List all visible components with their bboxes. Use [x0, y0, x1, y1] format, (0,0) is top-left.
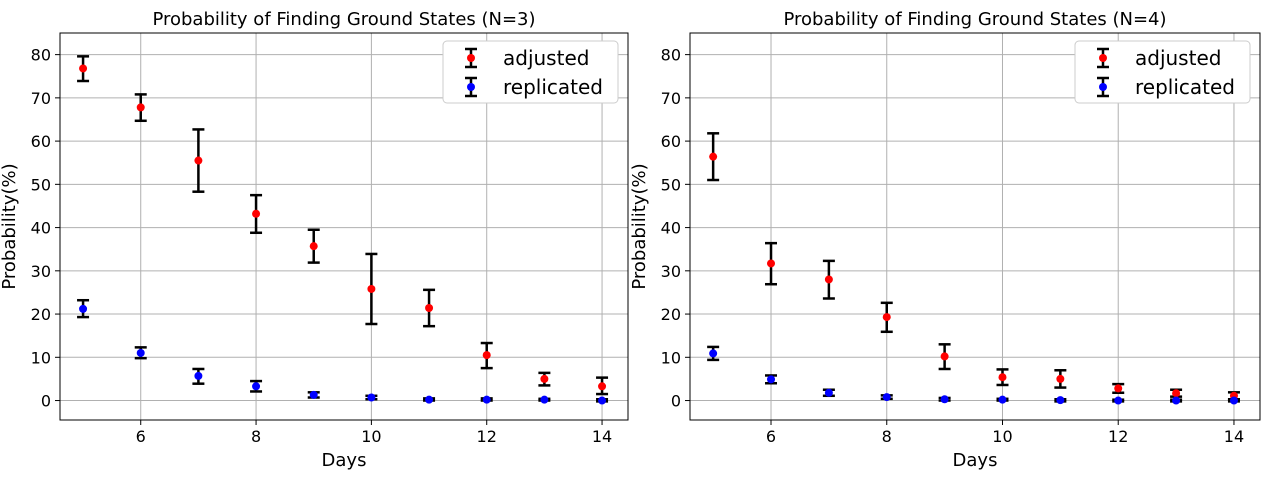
data-point-replicated [767, 375, 776, 384]
y-tick-label: 80 [31, 46, 51, 65]
data-point-replicated [1172, 396, 1181, 405]
data-point-adjusted [767, 259, 776, 268]
x-axis-label: Days [953, 450, 998, 471]
y-axis-label: Probability(%) [0, 163, 20, 289]
data-point-adjusted [79, 64, 88, 73]
data-point-adjusted [940, 352, 949, 361]
data-point-replicated [367, 393, 376, 402]
data-point-replicated [540, 395, 549, 404]
data-point-adjusted [824, 275, 833, 284]
data-point-replicated [1229, 396, 1238, 405]
x-tick-label: 12 [1108, 427, 1128, 446]
data-point-adjusted [482, 351, 491, 360]
data-point-adjusted [598, 382, 607, 391]
data-point-replicated [425, 395, 434, 404]
data-point-replicated [309, 390, 318, 399]
x-axis-label: Days [322, 450, 367, 471]
legend-box [1074, 40, 1251, 104]
legend-marker-dot [467, 54, 475, 62]
data-point-adjusted [136, 103, 145, 112]
legend-marker-dot [467, 83, 475, 91]
data-point-replicated [194, 371, 203, 380]
plot-frame [59, 32, 629, 421]
data-point-adjusted [709, 152, 718, 161]
y-tick-label: 20 [31, 305, 51, 324]
data-point-replicated [598, 396, 607, 405]
legend-box [442, 40, 619, 104]
data-point-adjusted [1114, 384, 1123, 393]
x-tick-label: 6 [136, 427, 146, 446]
data-point-replicated [709, 349, 718, 358]
data-point-adjusted [194, 156, 203, 165]
data-point-replicated [252, 382, 261, 391]
legend-label: replicated [1135, 75, 1235, 99]
chart-panel-n3: 6 8 10 12 14 0 10 20 30 40 50 60 70 80 Probability of … [0, 9, 629, 471]
data-point-adjusted [882, 313, 891, 322]
data-point-replicated [998, 395, 1007, 404]
data-point-adjusted [367, 284, 376, 293]
legend-marker-dot [1099, 83, 1107, 91]
data-point-adjusted [998, 373, 1007, 382]
data-point-adjusted [1056, 374, 1065, 383]
data-point-replicated [136, 348, 145, 357]
y-tick-label: 50 [661, 175, 681, 194]
data-point-adjusted [1172, 389, 1181, 398]
data-point-replicated [79, 304, 88, 313]
plot-frame [689, 32, 1261, 421]
y-tick-label: 50 [31, 175, 51, 194]
legend-label: replicated [503, 75, 603, 99]
x-tick-label: 12 [477, 427, 497, 446]
x-tick-label: 10 [992, 427, 1012, 446]
y-tick-label: 70 [31, 89, 51, 108]
y-axis-label: Probability(%) [629, 163, 650, 289]
x-tick-label: 8 [251, 427, 261, 446]
y-tick-label: 40 [661, 219, 681, 238]
data-point-replicated [1056, 396, 1065, 405]
y-tick-label: 40 [31, 219, 51, 238]
y-tick-label: 0 [41, 392, 51, 411]
y-tick-label: 20 [661, 305, 681, 324]
y-tick-label: 70 [661, 89, 681, 108]
data-point-replicated [940, 395, 949, 404]
data-point-replicated [824, 388, 833, 397]
y-tick-label: 30 [661, 262, 681, 281]
y-tick-label: 10 [31, 348, 51, 367]
x-tick-label: 14 [592, 427, 612, 446]
legend-marker-dot [1099, 54, 1107, 62]
x-tick-label: 6 [766, 427, 776, 446]
y-tick-label: 60 [661, 132, 681, 151]
y-tick-label: 10 [661, 348, 681, 367]
legend-label: adjusted [1135, 46, 1221, 70]
x-tick-label: 8 [882, 427, 892, 446]
chart-title: Probability of Finding Ground States (N=… [783, 9, 1166, 30]
legend-label: adjusted [503, 46, 589, 70]
y-tick-label: 30 [31, 262, 51, 281]
data-point-replicated [482, 395, 491, 404]
chart-panel-n4: 6 8 10 12 14 0 10 20 30 40 50 60 70 80 Probability of … [629, 9, 1261, 471]
data-point-adjusted [252, 209, 261, 218]
x-tick-label: 14 [1224, 427, 1244, 446]
y-tick-label: 0 [671, 392, 681, 411]
y-tick-label: 80 [661, 46, 681, 65]
data-point-adjusted [425, 304, 434, 313]
data-point-replicated [882, 393, 891, 402]
data-point-replicated [1114, 396, 1123, 405]
y-tick-label: 60 [31, 132, 51, 151]
x-tick-label: 10 [361, 427, 381, 446]
data-point-adjusted [540, 374, 549, 383]
chart-title: Probability of Finding Ground States (N=… [152, 9, 535, 30]
data-point-adjusted [309, 242, 318, 251]
